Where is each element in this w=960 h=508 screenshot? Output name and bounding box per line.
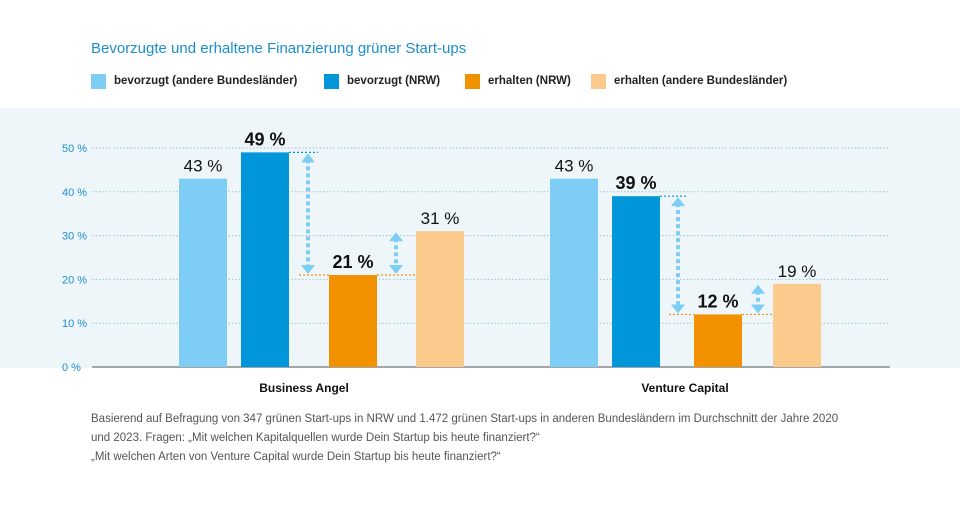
- legend-swatch: [91, 74, 106, 89]
- bar-value-label: 31 %: [421, 209, 460, 228]
- legend-label: erhalten (andere Bundesländer): [614, 75, 788, 87]
- y-tick-label: 30 %: [62, 231, 87, 243]
- bar: [694, 314, 742, 367]
- difference-arrow-head: [389, 232, 403, 242]
- category-label: Venture Capital: [641, 381, 728, 395]
- footnote-line: und 2023. Fragen: „Mit welchen Kapitalqu…: [91, 432, 540, 444]
- difference-arrow-head: [671, 304, 685, 314]
- legend-label: erhalten (NRW): [488, 75, 571, 87]
- legend-swatch: [591, 74, 606, 89]
- bar: [550, 178, 598, 367]
- bar: [329, 275, 377, 367]
- y-tick-label: 0 %: [62, 362, 81, 374]
- bar: [612, 196, 660, 367]
- legend-label: bevorzugt (NRW): [347, 75, 441, 87]
- chart-title: Bevorzugte und erhaltene Finanzierung gr…: [91, 40, 467, 57]
- bar-value-label: 39 %: [615, 173, 656, 193]
- bar-value-label: 49 %: [244, 129, 285, 149]
- legend-swatch: [465, 74, 480, 89]
- bar-value-label: 21 %: [332, 252, 373, 272]
- bar-value-label: 43 %: [555, 157, 594, 176]
- footnote-line: Basierend auf Befragung von 347 grünen S…: [91, 413, 839, 425]
- bar-value-label: 19 %: [778, 262, 817, 281]
- legend-label: bevorzugt (andere Bundesländer): [114, 75, 298, 87]
- difference-arrow-head: [671, 197, 685, 207]
- bar: [241, 152, 289, 367]
- footnote: Basierend auf Befragung von 347 grünen S…: [91, 410, 891, 467]
- y-tick-label: 40 %: [62, 187, 87, 199]
- footnote-line: „Mit welchen Arten von Venture Capital w…: [91, 451, 501, 463]
- difference-arrow-head: [389, 265, 403, 275]
- legend-swatch: [324, 74, 339, 89]
- difference-arrow-head: [301, 153, 315, 163]
- difference-arrow-head: [301, 265, 315, 275]
- bar: [179, 178, 227, 367]
- difference-arrow-head: [751, 284, 765, 294]
- y-tick-label: 20 %: [62, 274, 87, 286]
- bar-value-label: 43 %: [184, 157, 223, 176]
- bar-value-label: 12 %: [697, 291, 738, 311]
- bar: [416, 231, 464, 367]
- difference-arrow-head: [751, 304, 765, 314]
- y-tick-label: 50 %: [62, 143, 87, 155]
- category-label: Business Angel: [259, 381, 349, 395]
- bar: [773, 283, 821, 367]
- y-tick-label: 10 %: [62, 318, 87, 330]
